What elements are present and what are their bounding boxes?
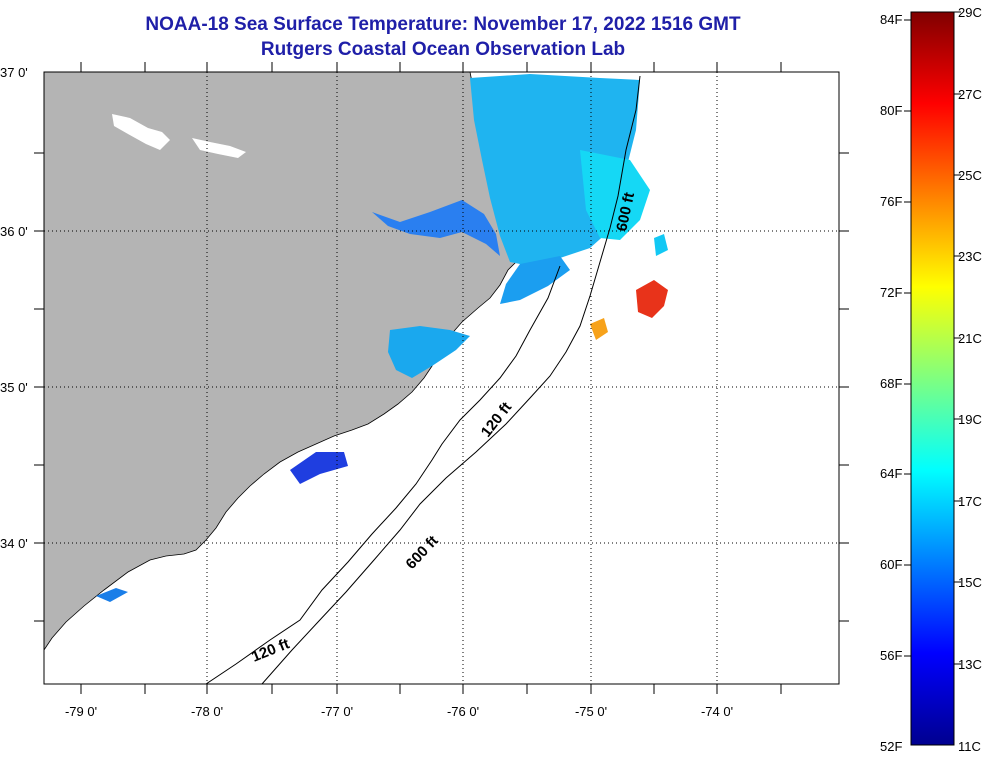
axis-ticks [34,62,849,694]
map-subtitle: Rutgers Coastal Ocean Observation Lab [260,39,626,60]
colorbar-f-label: 80F [880,103,902,118]
colorbar-f-label: 56F [880,648,902,663]
lon-label: -79 0' [65,704,97,719]
sst-patch [590,318,608,340]
lat-label: 34 0' [0,536,28,551]
colorbar [910,11,955,746]
sst-patch [290,452,348,484]
colorbar-f-label: 52F [880,739,902,754]
colorbar-f-label: 68F [880,376,902,391]
map-frame [43,71,840,685]
inland-lake [112,114,170,150]
lon-label: -74 0' [701,704,733,719]
colorbar-f-label: 64F [880,466,902,481]
colorbar-c-label: 13C [958,657,982,672]
lon-label: -78 0' [191,704,223,719]
colorbar-f-label: 76F [880,194,902,209]
lat-label: 37 0' [0,65,28,80]
inland-lake [192,138,246,158]
sst-patch [580,150,650,240]
colorbar-c-label: 11C [958,739,981,754]
colorbar-c-label: 17C [958,494,982,509]
pamlico-sound [388,326,470,378]
sst-patch [636,280,668,318]
colorbar-ticks [904,11,961,665]
lon-label: -76 0' [447,704,479,719]
map-title: NOAA-18 Sea Surface Temperature: Novembe… [145,14,741,35]
colorbar-c-label: 15C [958,575,982,590]
colorbar-c-label: 21C [958,331,982,346]
graticule [44,72,839,684]
colorbar-c-label: 27C [958,87,982,102]
depth-contour-600ft [261,75,641,684]
depth-contour-120ft [205,265,561,684]
lat-label: 35 0' [0,380,28,395]
colorbar-f-label: 84F [880,12,902,27]
lon-label: -77 0' [321,704,353,719]
lat-label: 36 0' [0,224,28,239]
sst-patch [96,588,128,602]
sst-patch [654,234,668,256]
colorbar-c-label: 23C [958,249,982,264]
colorbar-f-label: 72F [880,285,902,300]
sst-patch [500,256,570,304]
albemarle-sound [372,200,500,256]
colorbar-c-label: 19C [958,412,982,427]
colorbar-c-label: 29C [958,5,982,20]
colorbar-c-label: 25C [958,168,982,183]
lon-label: -75 0' [575,704,607,719]
colorbar-f-label: 60F [880,557,902,572]
